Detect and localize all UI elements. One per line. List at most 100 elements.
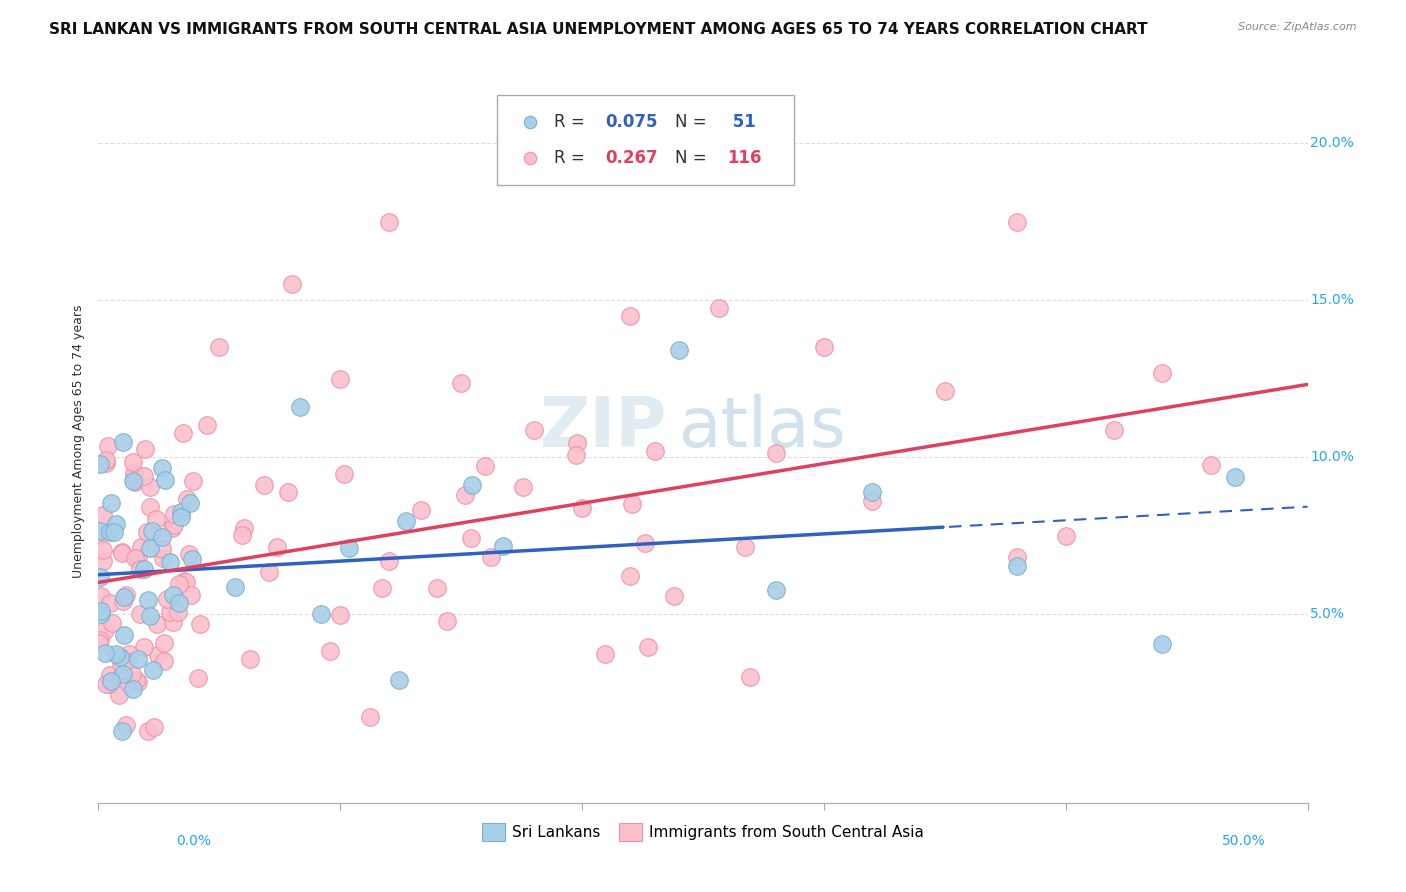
Point	[311, 607, 333, 621]
Point	[156, 591, 179, 606]
Point	[460, 531, 482, 545]
Point	[371, 581, 394, 595]
Text: N =: N =	[675, 112, 711, 130]
Text: 0.267: 0.267	[605, 149, 658, 167]
Point	[89, 632, 111, 647]
Point	[110, 650, 132, 665]
Point	[277, 484, 299, 499]
Text: 10.0%: 10.0%	[1310, 450, 1354, 464]
Point	[105, 516, 128, 531]
Point	[474, 458, 496, 473]
Point	[146, 648, 169, 662]
Point	[98, 524, 121, 539]
Point	[108, 689, 131, 703]
Point	[860, 494, 883, 508]
Point	[619, 309, 641, 323]
Text: 116: 116	[727, 149, 762, 167]
Point	[180, 588, 202, 602]
Point	[112, 591, 135, 605]
Point	[564, 448, 586, 462]
Point	[160, 520, 183, 534]
Point	[523, 424, 546, 438]
Text: 51: 51	[727, 112, 756, 130]
Point	[153, 474, 176, 488]
Text: 50.0%: 50.0%	[1222, 834, 1265, 848]
Point	[179, 496, 201, 510]
Point	[98, 677, 121, 691]
Point	[112, 434, 135, 449]
Point	[141, 524, 163, 538]
Point	[637, 640, 659, 655]
Point	[1152, 637, 1174, 651]
Point	[1007, 549, 1029, 564]
Point	[150, 541, 173, 556]
Point	[426, 582, 449, 596]
Point	[159, 605, 181, 619]
Point	[101, 616, 124, 631]
Text: 0.0%: 0.0%	[176, 834, 211, 848]
Point	[253, 478, 276, 492]
Point	[142, 663, 165, 677]
Point	[565, 436, 588, 450]
Point	[634, 536, 657, 550]
Point	[110, 544, 132, 558]
Point	[208, 340, 231, 354]
Point	[329, 608, 352, 623]
Point	[388, 673, 411, 687]
Point	[765, 582, 787, 597]
Point	[127, 674, 149, 689]
Point	[129, 562, 152, 576]
Point	[112, 593, 135, 607]
Point	[127, 549, 149, 564]
Point	[96, 439, 118, 453]
Point	[100, 673, 122, 688]
Point	[129, 541, 152, 555]
Point	[337, 541, 360, 555]
Point	[139, 608, 162, 623]
Point	[288, 401, 311, 415]
Point	[765, 446, 787, 460]
Point	[118, 676, 141, 690]
Point	[163, 517, 186, 532]
Point	[98, 596, 121, 610]
Point	[124, 551, 146, 566]
Point	[89, 570, 111, 584]
Point	[239, 651, 262, 665]
Point	[707, 301, 730, 316]
Point	[359, 710, 381, 724]
Point	[110, 656, 132, 670]
Point	[1152, 367, 1174, 381]
Point	[94, 457, 117, 471]
Point	[621, 497, 644, 511]
Point	[122, 470, 145, 484]
Point	[89, 457, 111, 471]
Point	[122, 681, 145, 696]
Point	[174, 575, 197, 590]
Point	[187, 671, 209, 685]
Point	[121, 666, 143, 681]
Point	[94, 647, 117, 661]
Point	[179, 548, 201, 562]
Point	[146, 616, 169, 631]
Point	[91, 508, 114, 522]
Point	[644, 444, 666, 458]
Point	[134, 562, 156, 576]
Y-axis label: Unemployment Among Ages 65 to 74 years: Unemployment Among Ages 65 to 74 years	[72, 305, 86, 578]
Point	[257, 566, 280, 580]
Point	[132, 640, 155, 654]
Point	[1102, 423, 1125, 437]
Point	[461, 478, 484, 492]
Point	[170, 505, 193, 519]
Point	[266, 541, 288, 555]
Point	[167, 596, 190, 610]
Point	[329, 372, 352, 386]
Point	[115, 588, 138, 602]
Point	[454, 488, 477, 502]
Point	[934, 384, 956, 399]
Point	[100, 496, 122, 510]
Point	[134, 468, 156, 483]
Text: 5.0%: 5.0%	[1310, 607, 1346, 622]
Point	[111, 545, 134, 559]
Point	[668, 343, 690, 358]
Point	[115, 654, 138, 668]
